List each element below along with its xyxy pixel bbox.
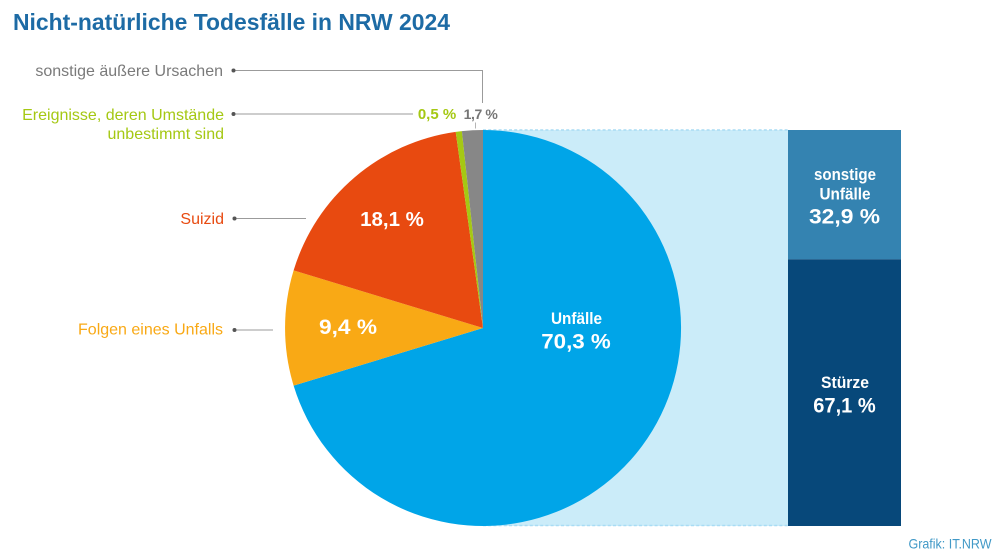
svg-text:70,3 %: 70,3 % — [541, 331, 611, 354]
svg-text:unbestimmt sind: unbestimmt sind — [108, 126, 225, 143]
svg-text:9,4 %: 9,4 % — [319, 316, 377, 339]
svg-text:Unfälle: Unfälle — [551, 309, 602, 328]
svg-text:Stürze: Stürze — [821, 374, 869, 392]
svg-text:67,1 %: 67,1 % — [813, 394, 876, 418]
svg-text:sonstige: sonstige — [814, 166, 876, 184]
svg-text:32,9 %: 32,9 % — [809, 205, 880, 229]
svg-text:1,7 %: 1,7 % — [464, 106, 499, 122]
svg-text:Nicht-natürliche Todesfälle in: Nicht-natürliche Todesfälle in NRW 2024 — [13, 9, 450, 35]
svg-text:18,1 %: 18,1 % — [360, 208, 424, 231]
svg-text:Ereignisse, deren Umstände: Ereignisse, deren Umstände — [22, 107, 224, 124]
svg-text:Folgen eines Unfalls: Folgen eines Unfalls — [78, 322, 223, 339]
svg-text:sonstige äußere Ursachen: sonstige äußere Ursachen — [35, 63, 223, 80]
svg-text:Grafik: IT.NRW: Grafik: IT.NRW — [909, 536, 993, 552]
svg-text:Suizid: Suizid — [180, 211, 224, 228]
svg-text:0,5 %: 0,5 % — [418, 106, 456, 123]
svg-text:Unfälle: Unfälle — [820, 186, 871, 204]
